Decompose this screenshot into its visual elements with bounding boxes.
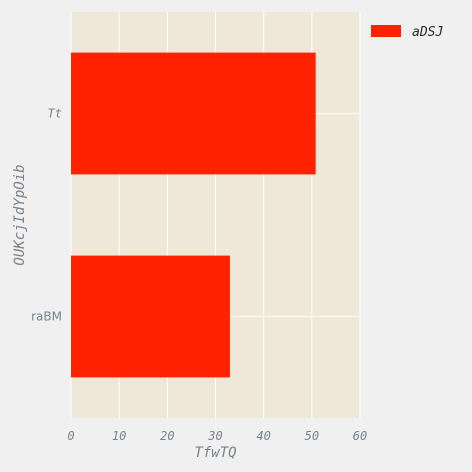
x-tick-label: 20 xyxy=(160,429,174,443)
legend-swatch-adsj xyxy=(371,25,401,37)
legend-label-adsj: aDSJ xyxy=(412,25,443,40)
x-axis-ticks: 0 10 20 30 40 50 60 xyxy=(67,429,367,443)
bar-tt xyxy=(71,52,316,175)
bars xyxy=(71,52,316,378)
x-tick-label: 60 xyxy=(353,429,367,443)
y-axis-ticks: raBM Tt xyxy=(31,107,62,324)
legend: aDSJ xyxy=(371,25,443,40)
y-tick-label: raBM xyxy=(31,310,62,324)
x-tick-label: 40 xyxy=(256,429,270,443)
bar-rabm xyxy=(71,255,230,378)
y-tick-label: Tt xyxy=(48,107,62,121)
x-tick-label: 50 xyxy=(305,429,319,443)
x-tick-label: 10 xyxy=(112,429,126,443)
x-tick-label: 30 xyxy=(207,429,222,443)
y-axis-label: OUKcjIdYpOib xyxy=(12,164,28,265)
x-axis-label: TfwTQ xyxy=(194,445,236,461)
x-tick-label: 0 xyxy=(67,429,74,443)
